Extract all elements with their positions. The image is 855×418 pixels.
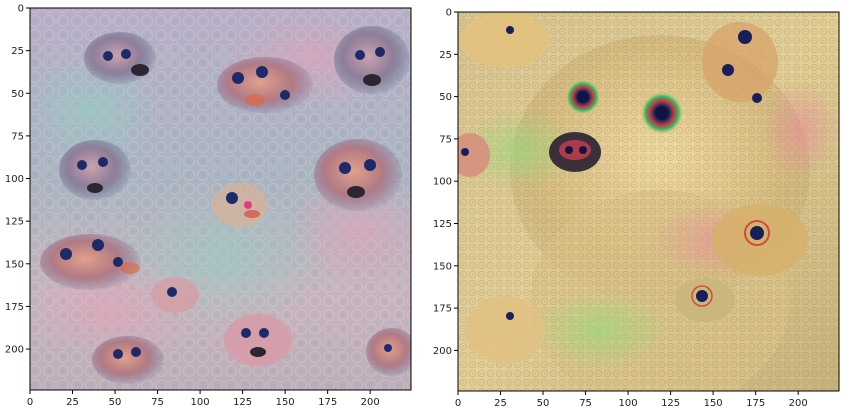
left-x-tick-label: 200 bbox=[361, 397, 380, 408]
right-x-tick-label: 175 bbox=[746, 398, 765, 409]
left-y-tick-label: 25 bbox=[11, 46, 24, 57]
right-creature-topright bbox=[702, 22, 778, 103]
right-y-tick-label: 200 bbox=[433, 346, 452, 357]
right-x-tick-label: 150 bbox=[704, 398, 723, 409]
left-creature-10 bbox=[92, 336, 164, 384]
right-y-tick-label: 0 bbox=[446, 8, 452, 19]
left-x-ticks: 0 25 50 75 100 125 150 175 200 bbox=[27, 390, 380, 408]
left-y-tick-label: 100 bbox=[5, 174, 24, 185]
left-creature-5 bbox=[314, 139, 402, 211]
left-axes-frame bbox=[29, 7, 412, 391]
right-y-tick-label: 100 bbox=[433, 177, 452, 188]
right-x-tick-label: 200 bbox=[789, 398, 808, 409]
right-panel: 0 25 50 75 100 125 150 175 200 0 25 50 75 100 125 150 1… bbox=[433, 8, 840, 409]
right-creature-bird bbox=[712, 204, 808, 276]
left-creature-7 bbox=[40, 234, 140, 290]
right-dog-eye-right bbox=[640, 91, 684, 135]
right-dog-eye-left bbox=[565, 79, 601, 115]
left-x-tick-label: 75 bbox=[151, 397, 164, 408]
left-y-tick-label: 50 bbox=[11, 89, 24, 100]
right-image bbox=[458, 12, 839, 391]
right-x-tick-label: 75 bbox=[579, 398, 592, 409]
left-creature-3 bbox=[334, 26, 410, 94]
left-y-tick-label: 75 bbox=[11, 131, 24, 142]
right-y-tick-label: 75 bbox=[439, 134, 452, 145]
right-y-tick-label: 50 bbox=[439, 92, 452, 103]
right-x-tick-label: 25 bbox=[494, 398, 507, 409]
left-creature-1 bbox=[84, 32, 156, 84]
left-creature-9 bbox=[224, 314, 292, 366]
left-creature-4 bbox=[59, 140, 131, 200]
right-creature-topleft bbox=[460, 12, 550, 68]
right-y-tick-label: 175 bbox=[433, 304, 452, 315]
left-x-tick-label: 0 bbox=[27, 397, 33, 408]
left-y-ticks: 0 25 50 75 100 125 150 175 200 bbox=[5, 4, 30, 356]
right-axes-frame bbox=[457, 11, 840, 392]
left-x-tick-label: 25 bbox=[66, 397, 79, 408]
left-creature-6 bbox=[212, 183, 268, 227]
left-image bbox=[30, 8, 411, 390]
left-y-tick-label: 200 bbox=[5, 345, 24, 356]
left-x-tick-label: 175 bbox=[318, 397, 337, 408]
left-x-tick-label: 100 bbox=[191, 397, 210, 408]
left-creature-8 bbox=[151, 277, 199, 313]
left-x-tick-label: 150 bbox=[276, 397, 295, 408]
left-y-tick-label: 125 bbox=[5, 217, 24, 228]
right-creature-bottomleft bbox=[465, 296, 545, 364]
left-creature-11 bbox=[366, 328, 411, 376]
left-creature-2 bbox=[217, 57, 313, 113]
left-x-tick-label: 125 bbox=[233, 397, 252, 408]
right-x-ticks: 0 25 50 75 100 125 150 175 200 bbox=[455, 391, 808, 409]
right-x-tick-label: 50 bbox=[537, 398, 550, 409]
left-y-tick-label: 150 bbox=[5, 259, 24, 270]
right-creature-leftedge bbox=[458, 133, 490, 177]
right-creature-bottom bbox=[675, 278, 735, 322]
right-y-ticks: 0 25 50 75 100 125 150 175 200 bbox=[433, 8, 458, 357]
left-y-tick-label: 0 bbox=[18, 4, 24, 15]
left-x-tick-label: 50 bbox=[109, 397, 122, 408]
right-dog-nose bbox=[549, 132, 601, 172]
right-x-tick-label: 100 bbox=[619, 398, 638, 409]
left-y-tick-label: 175 bbox=[5, 302, 24, 313]
right-y-tick-label: 25 bbox=[439, 50, 452, 61]
right-x-tick-label: 125 bbox=[661, 398, 680, 409]
left-panel: 0 25 50 75 100 125 150 175 200 0 25 50 75 100 125 150 1… bbox=[5, 4, 412, 408]
right-x-tick-label: 0 bbox=[455, 398, 461, 409]
right-y-tick-label: 125 bbox=[433, 219, 452, 230]
right-y-tick-label: 150 bbox=[433, 261, 452, 272]
